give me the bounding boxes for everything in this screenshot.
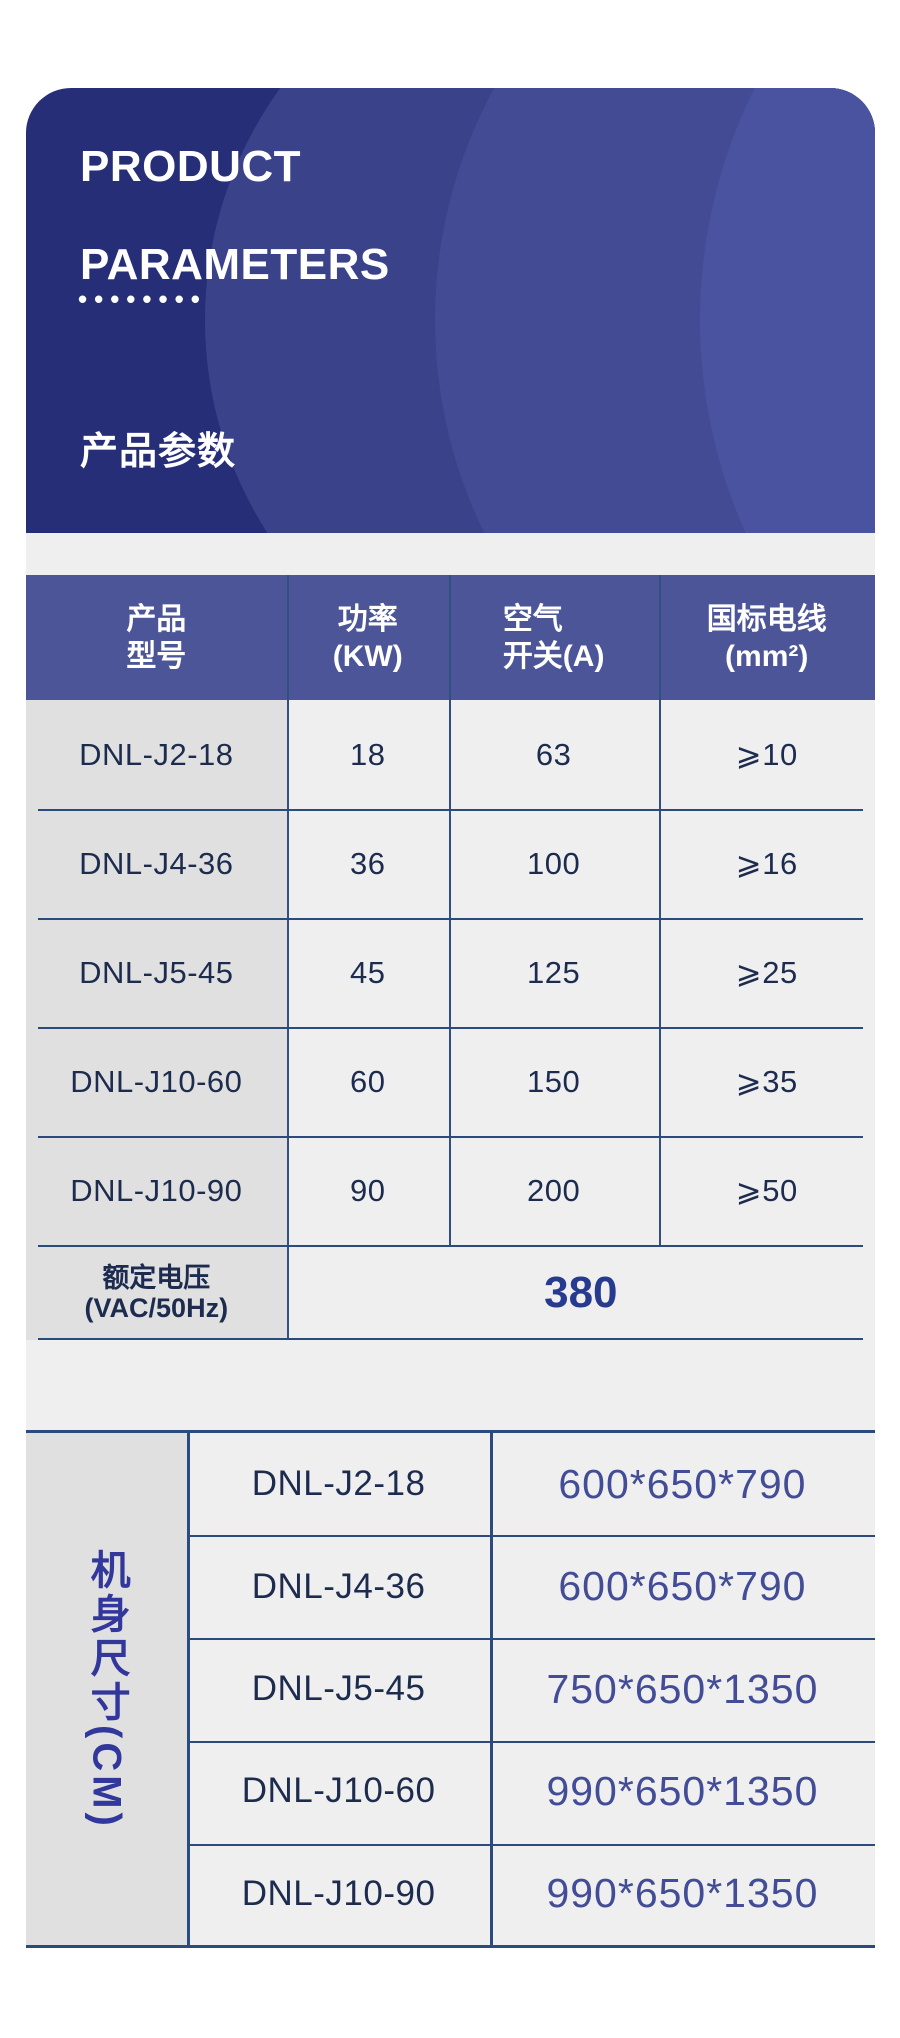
spec-row: DNL-J2-18 18 63 ⩾10 (26, 700, 875, 809)
cell-model: DNL-J10-60 (70, 1063, 243, 1099)
divider (187, 1430, 191, 1948)
divider (658, 575, 661, 1245)
divider (187, 1638, 875, 1640)
cell-model: DNL-J5-45 (79, 954, 234, 990)
divider (38, 1338, 863, 1340)
page-title-line1: PRODUCT (80, 142, 302, 191)
divider (38, 809, 863, 811)
cell-model: DNL-J2-18 (79, 736, 234, 772)
divider (490, 1433, 494, 1945)
size-table-side-label: 机身尺寸(CM) (84, 1548, 129, 1830)
cell-wire: ⩾25 (735, 954, 798, 990)
divider (187, 1844, 875, 1846)
header-cell-wire: 国标电线 (mm²) (706, 602, 827, 673)
divider (187, 1535, 875, 1537)
page-subtitle: 产品参数 (80, 431, 237, 473)
background-arc-3 (700, 88, 875, 533)
header-cell-power: 功率 (KW) (332, 602, 403, 673)
cell-breaker: 125 (527, 954, 581, 990)
cell-model: DNL-J4-36 (79, 845, 234, 881)
size-model-cell: DNL-J10-60 (241, 1771, 436, 1811)
size-table-body: DNL-J2-18 600*650*790 DNL-J4-36 600*650*… (187, 1433, 875, 1945)
size-value-cell: 600*650*790 (558, 1460, 807, 1507)
size-row: DNL-J5-45 750*650*1350 (187, 1638, 875, 1740)
cell-model: DNL-J10-90 (70, 1172, 243, 1208)
spec-row: DNL-J4-36 36 100 ⩾16 (26, 809, 875, 918)
voltage-row: 额定电压 (VAC/50Hz) 380 (26, 1245, 875, 1340)
page-title-line2: PARAMETERS (80, 240, 390, 289)
divider (286, 575, 289, 1340)
cell-breaker: 63 (535, 736, 572, 772)
spec-row: DNL-J10-60 60 150 ⩾35 (26, 1027, 875, 1136)
spec-row: DNL-J5-45 45 125 ⩾25 (26, 918, 875, 1027)
size-row: DNL-J10-60 990*650*1350 (187, 1740, 875, 1842)
cell-wire: ⩾35 (735, 1063, 798, 1099)
cell-breaker: 150 (527, 1063, 581, 1099)
page-title: PRODUCT PARAMETERS (80, 142, 390, 289)
size-row: DNL-J4-36 600*650*790 (187, 1535, 875, 1637)
cell-power: 36 (349, 845, 386, 881)
header-cell-breaker: 空气 开关(A) (502, 602, 605, 673)
cell-power: 45 (349, 954, 386, 990)
voltage-value: 380 (544, 1267, 618, 1317)
dots-decoration: •••••••• (78, 284, 207, 314)
size-table-side-cell: 机身尺寸(CM) (26, 1433, 188, 1945)
cell-wire: ⩾16 (735, 845, 798, 881)
size-row: DNL-J10-90 990*650*1350 (187, 1843, 875, 1945)
divider (38, 1027, 863, 1029)
spec-row: DNL-J10-90 90 200 ⩾50 (26, 1136, 875, 1245)
size-value-cell: 990*650*1350 (546, 1767, 819, 1814)
cell-wire: ⩾10 (735, 736, 798, 772)
size-value-cell: 750*650*1350 (546, 1665, 819, 1712)
spec-table-first-column-shade (26, 700, 287, 1340)
cell-breaker: 200 (527, 1172, 581, 1208)
size-model-cell: DNL-J4-36 (251, 1566, 426, 1606)
size-row: DNL-J2-18 600*650*790 (187, 1433, 875, 1535)
divider (187, 1741, 875, 1743)
divider (26, 1945, 875, 1948)
size-table: 机身尺寸(CM) DNL-J2-18 600*650*790 DNL-J4-36… (26, 1430, 875, 1948)
cell-wire: ⩾50 (735, 1172, 798, 1208)
cell-power: 18 (349, 736, 386, 772)
cell-breaker: 100 (527, 845, 581, 881)
cell-power: 90 (349, 1172, 386, 1208)
size-value-cell: 990*650*1350 (546, 1870, 819, 1917)
divider (38, 918, 863, 920)
size-value-cell: 600*650*790 (558, 1563, 807, 1610)
header-card (26, 88, 875, 533)
divider (38, 1245, 863, 1247)
size-model-cell: DNL-J10-90 (241, 1873, 436, 1913)
voltage-label: 额定电压 (VAC/50Hz) (84, 1262, 229, 1323)
divider (26, 1430, 875, 1433)
cell-power: 60 (349, 1063, 386, 1099)
spec-table: 产品 型号 功率 (KW) 空气 开关(A) 国标电线 (mm²) DNL-J2-18 … (26, 575, 875, 1340)
size-model-cell: DNL-J2-18 (251, 1464, 426, 1504)
divider (38, 1136, 863, 1138)
spec-table-body: DNL-J2-18 18 63 ⩾10 DNL-J4-36 36 100 ⩾16… (26, 700, 875, 1245)
header-cell-model: 产品 型号 (126, 602, 187, 673)
divider (448, 575, 451, 1245)
size-model-cell: DNL-J5-45 (251, 1669, 426, 1709)
